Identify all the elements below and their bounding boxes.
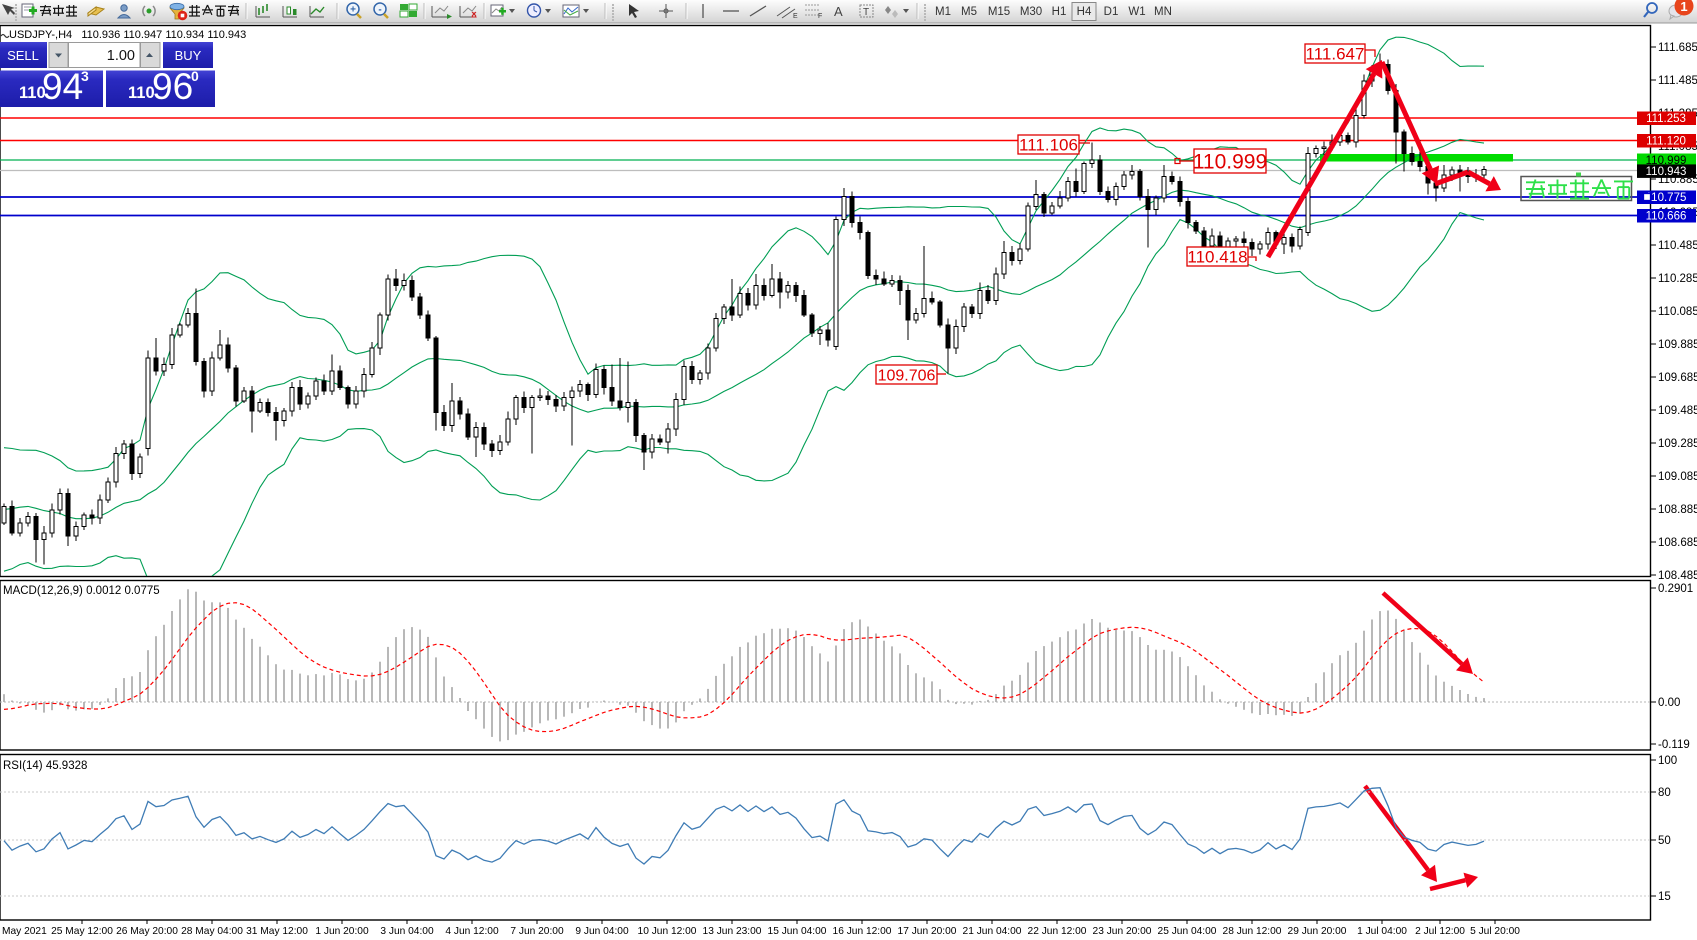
svg-text:F: F [818, 13, 822, 20]
svg-text:4 Jun 12:00: 4 Jun 12:00 [445, 926, 499, 937]
svg-text:21 Jun 04:00: 21 Jun 04:00 [963, 926, 1022, 937]
svg-text:108.685: 108.685 [1658, 537, 1697, 549]
svg-text:111.106: 111.106 [1019, 136, 1078, 155]
svg-text:29 Jun 20:00: 29 Jun 20:00 [1288, 926, 1347, 937]
svg-text:23 Jun 20:00: 23 Jun 20:00 [1093, 926, 1152, 937]
svg-text:16 Jun 12:00: 16 Jun 12:00 [833, 926, 892, 937]
svg-text:1.00: 1.00 [107, 48, 135, 64]
svg-text:110.418: 110.418 [1187, 248, 1247, 267]
svg-text:USDJPY-,H4 110.936 110.947 1: USDJPY-,H4 110.936 110.947 110.934 110.9… [9, 29, 246, 41]
svg-text:1: 1 [1680, 0, 1687, 14]
svg-text:M15: M15 [988, 6, 1010, 18]
svg-text:2 Jul 12:00: 2 Jul 12:00 [1415, 926, 1465, 937]
svg-text:100: 100 [1658, 755, 1677, 767]
svg-text:10 Jun 12:00: 10 Jun 12:00 [638, 926, 697, 937]
svg-text:E: E [793, 13, 798, 20]
svg-text:SELL: SELL [7, 48, 39, 63]
svg-text:110.485: 110.485 [1658, 240, 1697, 252]
svg-text:28 Jun 12:00: 28 Jun 12:00 [1223, 926, 1282, 937]
svg-text:RSI(14) 45.9328: RSI(14) 45.9328 [3, 760, 87, 772]
svg-text:May 2021: May 2021 [2, 926, 47, 937]
svg-text:110.085: 110.085 [1658, 306, 1697, 318]
svg-text:1 Jul 04:00: 1 Jul 04:00 [1357, 926, 1407, 937]
svg-text:-: - [378, 5, 381, 16]
svg-text:-0.119: -0.119 [1658, 739, 1690, 751]
svg-text:28 May 04:00: 28 May 04:00 [181, 926, 243, 937]
svg-text:1 Jun 20:00: 1 Jun 20:00 [315, 926, 369, 937]
svg-text:M5: M5 [961, 6, 977, 18]
svg-text:H4: H4 [1077, 6, 1092, 18]
svg-text:110: 110 [19, 84, 46, 102]
svg-text:H1: H1 [1052, 6, 1067, 18]
svg-text:108.485: 108.485 [1658, 570, 1697, 582]
svg-text:M30: M30 [1020, 6, 1042, 18]
svg-text:D1: D1 [1104, 6, 1119, 18]
svg-text:A: A [834, 4, 843, 19]
svg-text:0.00: 0.00 [1658, 697, 1680, 709]
svg-text:109.485: 109.485 [1658, 405, 1697, 417]
svg-text:111.120: 111.120 [1646, 136, 1686, 148]
svg-text:13 Jun 23:00: 13 Jun 23:00 [703, 926, 762, 937]
svg-text:111.485: 111.485 [1658, 75, 1697, 87]
svg-text:94: 94 [42, 66, 83, 107]
svg-text:110.999: 110.999 [1193, 151, 1267, 174]
svg-text:0.2901: 0.2901 [1658, 583, 1693, 595]
svg-text:MACD(12,26,9) 0.0012 0.0775: MACD(12,26,9) 0.0012 0.0775 [3, 585, 160, 597]
svg-text:W1: W1 [1128, 6, 1145, 18]
svg-text:MN: MN [1154, 6, 1172, 18]
svg-text:BUY: BUY [175, 48, 202, 63]
svg-text:31 May 12:00: 31 May 12:00 [246, 926, 308, 937]
svg-text:109.085: 109.085 [1658, 471, 1697, 483]
svg-text:T: T [863, 7, 869, 18]
svg-text:+: + [350, 5, 356, 16]
svg-text:25 May 12:00: 25 May 12:00 [51, 926, 113, 937]
svg-text:22 Jun 12:00: 22 Jun 12:00 [1028, 926, 1087, 937]
svg-text:M1: M1 [935, 6, 951, 18]
svg-text:3: 3 [81, 68, 89, 84]
svg-text:111.685: 111.685 [1658, 42, 1697, 54]
svg-text:110: 110 [128, 84, 155, 102]
svg-text:109.885: 109.885 [1658, 339, 1697, 351]
svg-text:111.647: 111.647 [1306, 45, 1365, 64]
svg-text:0: 0 [191, 68, 199, 84]
svg-text:9 Jun 04:00: 9 Jun 04:00 [575, 926, 629, 937]
svg-text:110.666: 110.666 [1646, 211, 1687, 223]
svg-text:15 Jun 04:00: 15 Jun 04:00 [768, 926, 827, 937]
svg-text:26 May 20:00: 26 May 20:00 [116, 926, 178, 937]
svg-text:110.999: 110.999 [1646, 155, 1687, 167]
svg-text:109.285: 109.285 [1658, 438, 1697, 450]
svg-text:80: 80 [1658, 787, 1671, 799]
svg-text:50: 50 [1658, 835, 1671, 847]
svg-text:110.775: 110.775 [1646, 192, 1687, 204]
svg-text:109.685: 109.685 [1658, 372, 1697, 384]
svg-text:15: 15 [1658, 891, 1671, 903]
svg-text:3 Jun 04:00: 3 Jun 04:00 [380, 926, 434, 937]
svg-text:109.706: 109.706 [878, 367, 936, 384]
svg-text:96: 96 [152, 66, 193, 107]
svg-text:108.885: 108.885 [1658, 504, 1697, 516]
svg-text:5 Jul 20:00: 5 Jul 20:00 [1470, 926, 1520, 937]
svg-text:110.285: 110.285 [1658, 273, 1697, 285]
svg-text:7 Jun 20:00: 7 Jun 20:00 [510, 926, 564, 937]
svg-text:17 Jun 20:00: 17 Jun 20:00 [898, 926, 957, 937]
svg-text:110.943: 110.943 [1646, 166, 1687, 178]
svg-text:25 Jun 04:00: 25 Jun 04:00 [1158, 926, 1217, 937]
svg-text:111.253: 111.253 [1646, 113, 1686, 125]
